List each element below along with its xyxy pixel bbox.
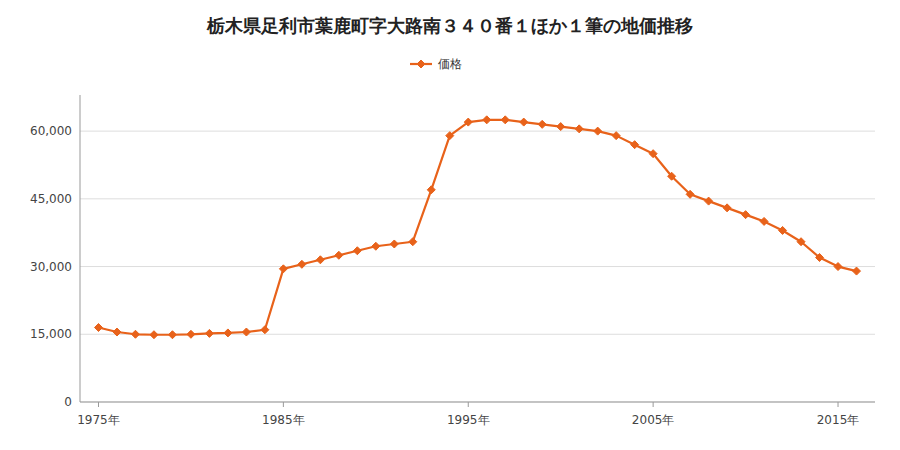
marker bbox=[520, 118, 528, 126]
marker bbox=[538, 120, 546, 128]
marker bbox=[760, 217, 768, 225]
marker bbox=[742, 211, 750, 219]
marker bbox=[723, 204, 731, 212]
marker bbox=[779, 226, 787, 234]
x-tick bbox=[98, 402, 99, 407]
x-tick-label: 1985年 bbox=[262, 413, 305, 427]
grid-line bbox=[80, 266, 875, 267]
marker bbox=[686, 190, 694, 198]
marker bbox=[316, 256, 324, 264]
y-tick-label: 60,000 bbox=[30, 124, 72, 138]
marker bbox=[279, 265, 287, 273]
marker bbox=[668, 172, 676, 180]
y-tick-label: 30,000 bbox=[30, 260, 72, 274]
marker bbox=[353, 247, 361, 255]
marker bbox=[113, 328, 121, 336]
marker bbox=[612, 132, 620, 140]
marker bbox=[372, 242, 380, 250]
marker bbox=[335, 251, 343, 259]
y-tick-label: 0 bbox=[64, 395, 72, 409]
marker bbox=[483, 116, 491, 124]
x-tick-label: 1975年 bbox=[77, 413, 120, 427]
marker bbox=[834, 263, 842, 271]
marker bbox=[187, 330, 195, 338]
x-tick bbox=[468, 402, 469, 407]
x-tick-label: 1995年 bbox=[447, 413, 490, 427]
marker bbox=[205, 329, 213, 337]
axes: 0 15,000 30,000 45,000 60,000 1975年 1985年 1995年… bbox=[30, 95, 875, 427]
marker bbox=[816, 254, 824, 262]
marker bbox=[575, 125, 583, 133]
grid-line bbox=[80, 402, 875, 403]
marker bbox=[649, 150, 657, 158]
grid-line bbox=[80, 131, 875, 132]
marker bbox=[409, 238, 417, 246]
marker bbox=[390, 240, 398, 248]
x-tick bbox=[653, 402, 654, 407]
x-axis-line bbox=[80, 402, 875, 403]
marker bbox=[631, 141, 639, 149]
grid-line bbox=[80, 198, 875, 199]
chart: 栃木県足利市葉鹿町字大路南３４０番１ほか１筆の地価推移 0 15,000 30,000… bbox=[0, 0, 900, 450]
plot-area bbox=[94, 116, 860, 339]
line bbox=[98, 120, 856, 335]
x-tick-label: 2015年 bbox=[817, 413, 860, 427]
marker bbox=[853, 267, 861, 275]
marker bbox=[464, 118, 472, 126]
marker bbox=[557, 123, 565, 131]
marker bbox=[131, 330, 139, 338]
x-tick-label: 2005年 bbox=[632, 413, 675, 427]
marker bbox=[705, 197, 713, 205]
y-tick-label: 15,000 bbox=[30, 327, 72, 341]
marker bbox=[446, 132, 454, 140]
marker bbox=[150, 331, 158, 339]
title: 栃木県足利市葉鹿町字大路南３４０番１ほか１筆の地価推移 bbox=[206, 15, 693, 36]
x-tick bbox=[838, 402, 839, 407]
marker bbox=[501, 116, 509, 124]
marker bbox=[797, 238, 805, 246]
marker bbox=[427, 186, 435, 194]
marker bbox=[168, 331, 176, 339]
marker bbox=[298, 260, 306, 268]
x-tick bbox=[283, 402, 284, 407]
marker bbox=[594, 127, 602, 135]
legend-marker bbox=[417, 60, 425, 68]
y-axis-line bbox=[80, 95, 81, 402]
background bbox=[0, 0, 900, 450]
marker bbox=[94, 324, 102, 332]
marker bbox=[224, 329, 232, 337]
marker bbox=[242, 328, 250, 336]
legend: 価格 bbox=[410, 57, 462, 71]
marker bbox=[261, 326, 269, 334]
legend-label: 価格 bbox=[438, 57, 462, 71]
y-tick-label: 45,000 bbox=[30, 192, 72, 206]
